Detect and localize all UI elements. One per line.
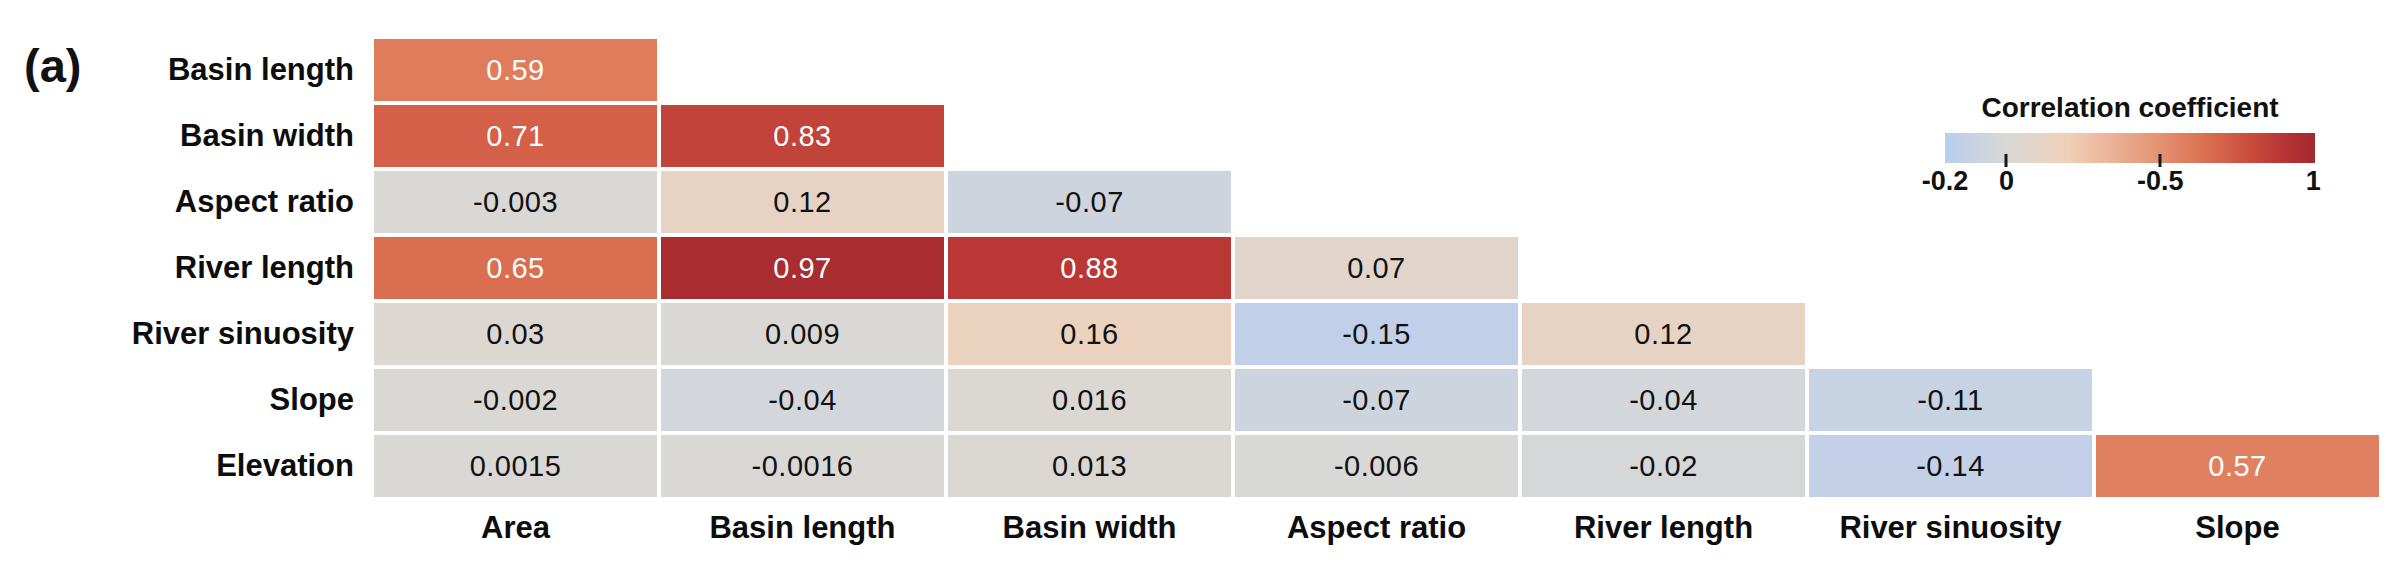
column-label-basin-width: Basin width: [946, 499, 1233, 551]
heatmap-cell: -0.14: [1807, 433, 2094, 499]
heatmap-empty-cell: [2094, 301, 2381, 367]
legend-title: Correlation coefficient: [1945, 92, 2315, 124]
heatmap-cell: 0.009: [659, 301, 946, 367]
heatmap-empty-cell: [946, 37, 1233, 103]
row-label-river-length: River length: [0, 235, 372, 301]
heatmap-cell: 0.88: [946, 235, 1233, 301]
heatmap-cell: -0.003: [372, 169, 659, 235]
heatmap-cell: -0.07: [946, 169, 1233, 235]
column-label-basin-length: Basin length: [659, 499, 946, 551]
row-label-basin-length: Basin length: [0, 37, 372, 103]
column-label-river-length: River length: [1520, 499, 1807, 551]
heatmap-cell: -0.11: [1807, 367, 2094, 433]
colorbar-tick-labels: -0.20-0.51: [1945, 163, 2315, 199]
colorbar-tick-label: -0.5: [2137, 166, 2184, 197]
heatmap-cell: 0.07: [1233, 235, 1520, 301]
colorbar-gradient: [1945, 133, 2315, 163]
heatmap-cell: -0.002: [372, 367, 659, 433]
heatmap-cell: -0.15: [1233, 301, 1520, 367]
heatmap-empty-cell: [1233, 37, 1520, 103]
column-label-aspect-ratio: Aspect ratio: [1233, 499, 1520, 551]
heatmap-cell: 0.12: [659, 169, 946, 235]
heatmap-cell: -0.04: [659, 367, 946, 433]
heatmap-cell: 0.97: [659, 235, 946, 301]
heatmap-cell: 0.57: [2094, 433, 2381, 499]
heatmap-cell: 0.65: [372, 235, 659, 301]
heatmap-cell: 0.83: [659, 103, 946, 169]
column-label-river-sinuosity: River sinuosity: [1807, 499, 2094, 551]
corner-spacer: [0, 499, 372, 551]
colorbar-tick-label: 1: [2306, 166, 2321, 197]
row-label-basin-width: Basin width: [0, 103, 372, 169]
column-label-area: Area: [372, 499, 659, 551]
row-label-elevation: Elevation: [0, 433, 372, 499]
heatmap-empty-cell: [1520, 103, 1807, 169]
heatmap-empty-cell: [1520, 235, 1807, 301]
heatmap-empty-cell: [1520, 169, 1807, 235]
heatmap-empty-cell: [1807, 235, 2094, 301]
heatmap-cell: 0.013: [946, 433, 1233, 499]
heatmap-empty-cell: [2094, 367, 2381, 433]
row-label-aspect-ratio: Aspect ratio: [0, 169, 372, 235]
heatmap-empty-cell: [1233, 103, 1520, 169]
heatmap-cell: 0.12: [1520, 301, 1807, 367]
heatmap-cell: 0.71: [372, 103, 659, 169]
heatmap-cell: 0.59: [372, 37, 659, 103]
heatmap-cell: 0.16: [946, 301, 1233, 367]
heatmap-cell: -0.04: [1520, 367, 1807, 433]
heatmap-cell: 0.016: [946, 367, 1233, 433]
colorbar-tick-label: 0: [1999, 166, 2014, 197]
heatmap-empty-cell: [946, 103, 1233, 169]
row-label-river-sinuosity: River sinuosity: [0, 301, 372, 367]
heatmap-empty-cell: [1233, 169, 1520, 235]
column-label-slope: Slope: [2094, 499, 2381, 551]
correlation-figure: (a) Basin length0.59Basin width0.710.83A…: [0, 0, 2390, 568]
heatmap-cell: -0.07: [1233, 367, 1520, 433]
row-label-slope: Slope: [0, 367, 372, 433]
colorbar-legend: Correlation coefficient -0.20-0.51: [1945, 92, 2315, 199]
heatmap-cell: -0.02: [1520, 433, 1807, 499]
heatmap-empty-cell: [1520, 37, 1807, 103]
colorbar-tick-label: -0.2: [1922, 166, 1969, 197]
heatmap-empty-cell: [2094, 235, 2381, 301]
heatmap-cell: 0.0015: [372, 433, 659, 499]
heatmap-cell: -0.0016: [659, 433, 946, 499]
heatmap-cell: -0.006: [1233, 433, 1520, 499]
heatmap-empty-cell: [1807, 301, 2094, 367]
heatmap-cell: 0.03: [372, 301, 659, 367]
heatmap-empty-cell: [659, 37, 946, 103]
